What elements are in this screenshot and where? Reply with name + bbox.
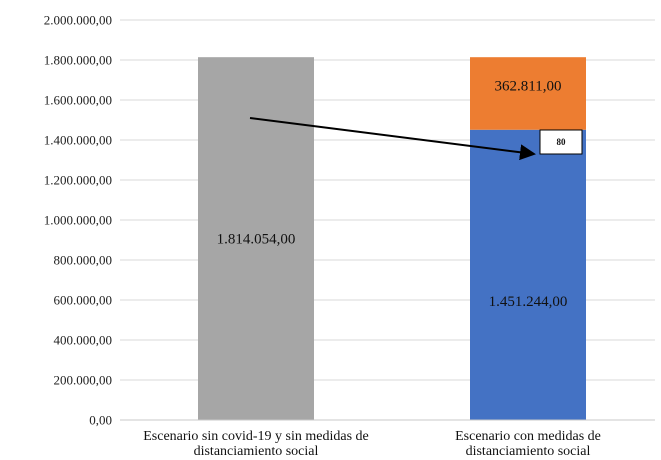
y-axis-tick-labels: 0,00 200.000,00 400.000,00 600.000,00 800.00… [44,13,112,428]
category-label: Escenario sin covid-19 y sin medidas de [143,429,369,444]
bar-segment [198,57,314,420]
annotations: 80 [249,117,583,161]
category-labels: Escenario sin covid-19 y sin medidas ded… [143,429,601,459]
y-tick-label: 400.000,00 [54,333,113,348]
y-tick-label: 2.000.000,00 [44,13,112,28]
y-tick-label: 1.800.000,00 [44,53,112,68]
bar-segment [470,57,586,130]
y-tick-label: 1.000.000,00 [44,213,112,228]
y-tick-label: 800.000,00 [54,253,113,268]
category-label: Escenario con medidas de [455,429,601,444]
y-tick-label: 0,00 [89,413,112,428]
data-labels: 1.814.054,00 1.451.244,00 362.811,00 [217,78,568,310]
annotation-arrow [249,117,536,161]
data-label: 1.451.244,00 [489,294,568,310]
y-tick-label: 1.200.000,00 [44,173,112,188]
bar-segment [470,129,586,420]
data-label: 362.811,00 [495,78,562,94]
y-tick-label: 1.600.000,00 [44,93,112,108]
bars [198,57,586,420]
y-tick-label: 600.000,00 [54,293,113,308]
data-label: 1.814.054,00 [217,232,296,248]
annotation-box-label: 80 [557,137,567,147]
category-label: distanciamiento social [466,444,591,459]
y-tick-label: 200.000,00 [54,373,113,388]
y-tick-label: 1.400.000,00 [44,133,112,148]
annotation-box [539,129,583,155]
category-label: distanciamiento social [194,444,319,459]
